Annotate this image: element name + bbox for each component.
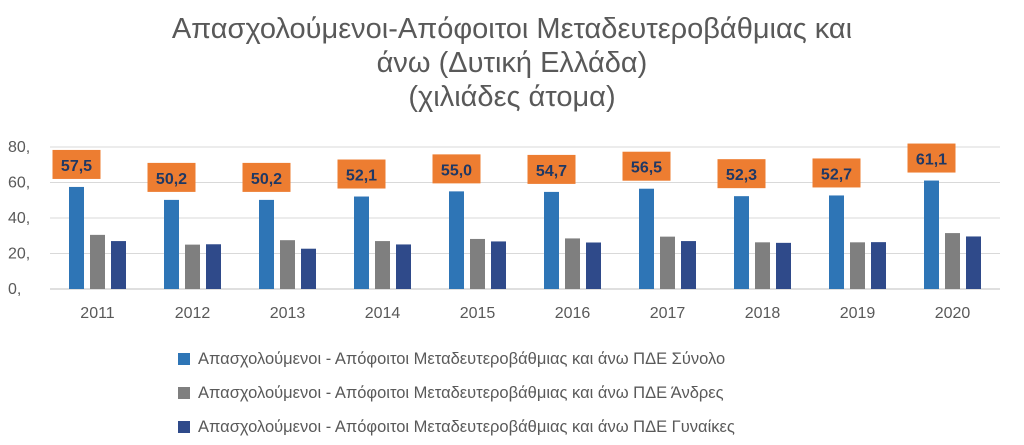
bar-total <box>259 199 274 289</box>
bar-women <box>586 242 601 289</box>
chart-legend: Απασχολούμενοι - Απόφοιτοι Μεταδευτεροβά… <box>178 342 735 444</box>
data-label-box <box>242 162 291 192</box>
data-label: 61,1 <box>916 152 947 169</box>
x-tick-label: 2015 <box>460 305 496 322</box>
bar-men <box>280 240 295 289</box>
bar-total <box>449 191 464 289</box>
data-label: 50,2 <box>251 171 282 188</box>
bar-chart: 0, 20, 40, 60, 80, 2011 57,5 2012 50,2 2013 50,2 20… <box>8 139 1000 322</box>
y-tick-label: 80, <box>8 139 30 156</box>
bar-men <box>565 238 580 289</box>
legend-swatch-women <box>178 421 190 433</box>
legend-label-total: Απασχολούμενοι - Απόφοιτοι Μεταδευτεροβά… <box>198 349 726 368</box>
data-label: 54,7 <box>536 163 567 180</box>
x-tick-label: 2013 <box>270 305 306 322</box>
x-tick-label: 2011 <box>80 305 115 322</box>
data-label-box <box>52 149 101 179</box>
bar-women <box>111 241 126 289</box>
data-label: 50,2 <box>156 171 187 188</box>
bar-women <box>966 236 981 289</box>
bar-women <box>301 248 316 289</box>
data-label: 56,5 <box>631 160 662 177</box>
bar-men <box>375 241 390 289</box>
x-tick-label: 2019 <box>840 305 876 322</box>
legend-item-women: Απασχολούμενοι - Απόφοιτοι Μεταδευτεροβά… <box>178 410 735 444</box>
bar-men <box>660 236 675 289</box>
data-label-box <box>432 154 481 184</box>
y-tick-label: 20, <box>8 246 30 263</box>
x-tick-label: 2012 <box>175 305 211 322</box>
bar-men <box>185 244 200 289</box>
legend-swatch-total <box>178 353 190 365</box>
legend-label-women: Απασχολούμενοι - Απόφοιτοι Μεταδευτεροβά… <box>198 417 735 436</box>
x-tick-label: 2020 <box>935 305 971 322</box>
data-label: 52,3 <box>726 167 757 184</box>
bar-total <box>164 199 179 289</box>
data-label-box <box>812 158 861 188</box>
bar-total <box>639 188 654 289</box>
bar-men <box>850 242 865 289</box>
bar-women <box>206 244 221 289</box>
bar-total <box>829 195 844 289</box>
bar-women <box>491 241 506 289</box>
legend-item-total: Απασχολούμενοι - Απόφοιτοι Μεταδευτεροβά… <box>178 342 735 376</box>
data-label: 57,5 <box>61 158 92 175</box>
x-tick-label: 2017 <box>650 305 686 322</box>
data-label-box <box>337 159 386 189</box>
bar-women <box>396 244 411 289</box>
y-tick-label: 60, <box>8 175 30 192</box>
data-label: 52,1 <box>346 168 377 185</box>
bar-men <box>755 242 770 289</box>
bar-total <box>354 196 369 289</box>
x-tick-label: 2016 <box>555 305 591 322</box>
legend-label-men: Απασχολούμενοι - Απόφοιτοι Μεταδευτεροβά… <box>198 383 724 402</box>
x-tick-label: 2014 <box>365 305 401 322</box>
data-label-box <box>147 162 196 192</box>
bar-total <box>69 186 84 289</box>
data-label-box <box>622 151 671 181</box>
y-tick-label: 40, <box>8 210 30 227</box>
legend-item-men: Απασχολούμενοι - Απόφοιτοι Μεταδευτεροβά… <box>178 376 735 410</box>
data-label: 52,7 <box>821 166 852 183</box>
chart-title: Απασχολούμενοι-Απόφοιτοι Μεταδευτεροβάθμ… <box>0 12 1024 114</box>
bar-women <box>871 242 886 289</box>
bar-women <box>776 242 791 289</box>
y-tick-label: 0, <box>8 281 21 298</box>
chart-title-line-2: άνω (Δυτική Ελλάδα) <box>376 47 648 79</box>
chart-title-line-1: Απασχολούμενοι-Απόφοιτοι Μεταδευτεροβάθμ… <box>171 13 853 45</box>
x-tick-label: 2018 <box>745 305 781 322</box>
data-label-box <box>717 159 766 189</box>
legend-swatch-men <box>178 387 190 399</box>
bar-women <box>681 241 696 289</box>
bar-total <box>734 196 749 289</box>
data-label-box <box>907 143 956 173</box>
data-label: 55,0 <box>441 162 472 179</box>
bar-men <box>470 238 485 289</box>
data-label-box <box>527 154 576 184</box>
bar-men <box>90 234 105 289</box>
chart-title-line-3: (χιλιάδες άτομα) <box>408 81 616 113</box>
bar-total <box>924 180 939 289</box>
bar-total <box>544 191 559 289</box>
bar-men <box>945 233 960 289</box>
